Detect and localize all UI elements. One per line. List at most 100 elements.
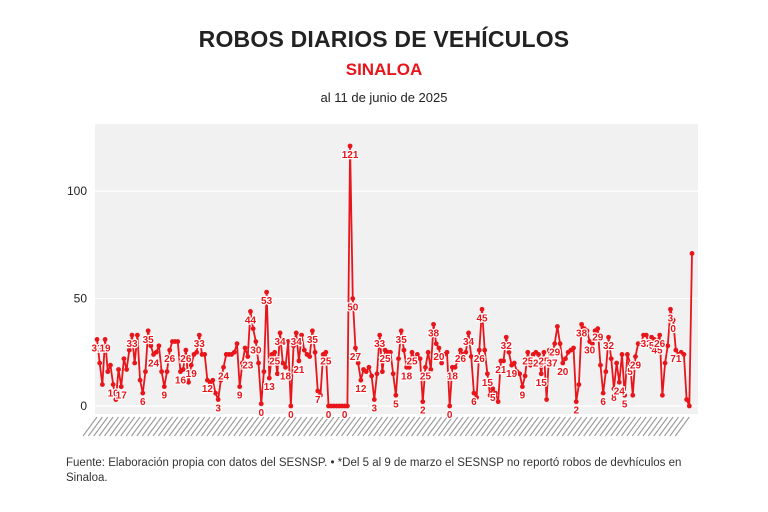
x-tick-label [131,416,146,437]
x-tick-label [448,416,464,437]
data-label: 34 [463,337,475,348]
data-label: 33 [126,339,138,350]
data-point [619,352,625,357]
data-label: 0 [670,324,676,335]
data-label: 15 [482,378,494,389]
x-tick-label [98,416,114,437]
data-point [627,360,633,366]
data-point [452,364,458,370]
x-tick-label [211,416,227,437]
x-tick-label [367,416,383,437]
data-point [482,347,488,353]
data-point [571,345,576,351]
data-label: 50 [347,303,359,314]
x-tick-label [486,416,502,437]
data-point [479,306,485,312]
x-tick-label [664,416,679,437]
x-tick-label [184,416,200,437]
data-point [288,403,294,409]
x-tick-label [437,416,453,437]
data-point [248,309,253,314]
line-chart: 0501003119101733635249261626193312324923… [67,124,698,437]
data-point [145,328,151,334]
x-tick-label [362,416,378,437]
x-tick-label [658,416,674,437]
data-point [665,343,671,349]
x-tick-label [551,416,566,437]
data-point [595,326,601,332]
x-tick-label [330,416,346,437]
data-label: 6 [140,397,146,408]
data-point [186,379,191,385]
data-label: 0 [342,410,348,421]
data-point [390,371,396,377]
x-tick-label [518,416,534,437]
y-tick-label: 100 [67,184,87,198]
data-point [579,321,585,327]
data-label: 45 [476,313,488,324]
data-point [393,392,399,398]
data-point [681,352,687,357]
data-label: 18 [401,371,413,382]
x-tick-label [157,416,173,437]
x-tick-label [179,416,195,437]
data-point [164,369,170,375]
x-tick-label [545,416,561,437]
data-point [94,336,100,342]
x-tick-label [152,416,168,437]
x-tick-label [141,416,157,437]
data-point [603,369,609,375]
x-tick-label [432,416,448,437]
x-tick-label [637,416,653,437]
data-point [99,382,105,387]
x-tick-label [459,416,475,437]
data-point [285,339,291,344]
data-point [167,347,173,353]
data-label: 32 [603,341,615,352]
source-note: Fuente: Elaboración propia con datos del… [66,457,682,484]
data-point [414,352,420,357]
data-point [266,375,272,381]
data-label: 5 [490,393,496,404]
data-label: 24 [148,358,160,369]
data-point [608,356,614,362]
data-point [258,401,264,407]
x-tick-label [470,416,486,437]
data-label: 0 [288,410,294,421]
data-point [143,369,148,375]
data-point [366,364,372,370]
x-tick-label [227,416,243,437]
data-point [447,403,453,409]
x-tick-label [190,416,206,437]
data-point [156,343,162,349]
data-label: 12 [202,384,214,395]
data-label: 37 [546,358,558,369]
x-tick-label [104,416,119,437]
x-tick-label [341,416,356,437]
data-point [148,343,154,349]
data-point [584,328,590,334]
x-tick-label [287,416,303,437]
x-tick-label [561,416,577,437]
x-tick-label [174,416,189,437]
data-label: 0 [447,410,453,421]
data-point [506,349,512,355]
data-label: 20 [557,367,569,378]
chart-subtitle: SINALOA [345,60,423,79]
data-point [439,360,445,366]
x-tick-label [443,416,459,437]
data-label: 34 [291,337,303,348]
data-point [283,364,288,370]
x-tick-label [335,416,351,437]
x-tick-label [303,416,319,437]
data-label: 18 [447,371,459,382]
x-tick-label [297,416,313,437]
data-point [153,349,159,355]
x-tick-label [265,416,281,437]
data-point [272,349,278,355]
data-point [517,371,523,377]
data-point [463,349,469,355]
x-tick-label [87,416,103,437]
data-point [431,321,436,327]
x-tick-label [314,416,329,437]
